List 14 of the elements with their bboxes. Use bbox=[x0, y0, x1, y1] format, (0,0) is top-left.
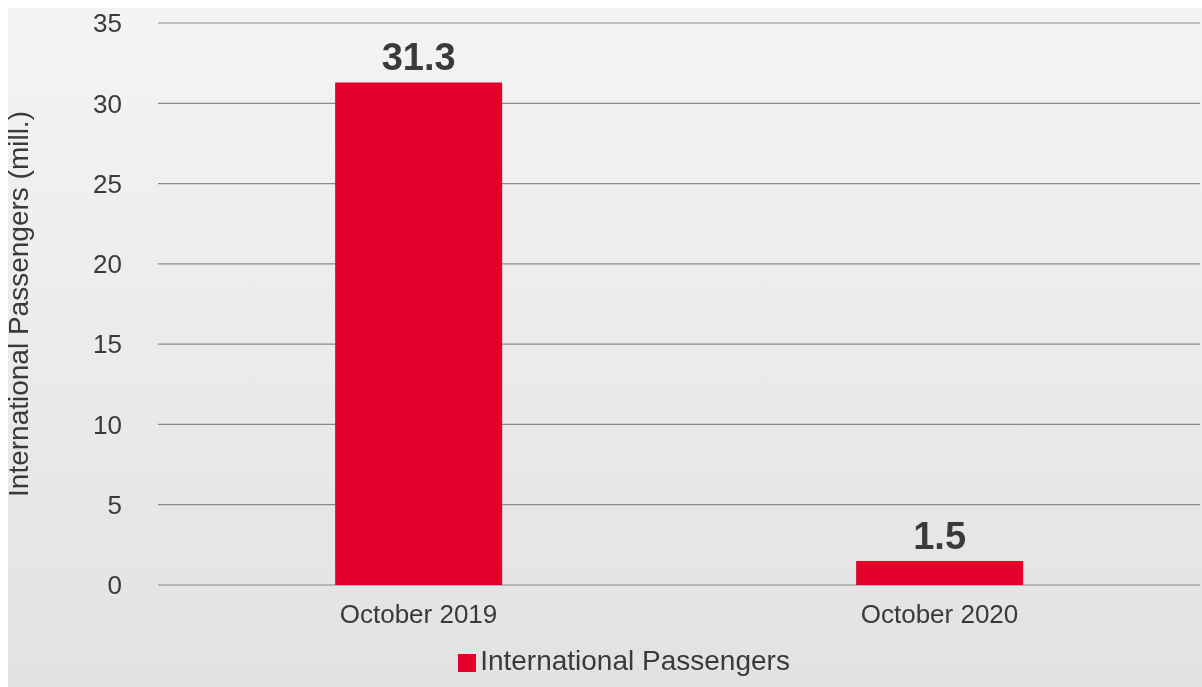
data-label: 1.5 bbox=[913, 514, 967, 557]
y-tick-label: 25 bbox=[93, 168, 122, 199]
y-tick-label: 35 bbox=[93, 8, 122, 39]
y-tick-label: 10 bbox=[93, 409, 122, 440]
data-label: 31.3 bbox=[381, 36, 456, 79]
y-axis-title: International Passengers (mill.) bbox=[2, 111, 34, 497]
legend-label: International Passengers bbox=[480, 645, 790, 676]
y-tick-label: 5 bbox=[107, 489, 122, 520]
y-tick-label: 20 bbox=[93, 249, 122, 280]
x-tick-label: October 2020 bbox=[860, 599, 1019, 630]
x-tick-label: October 2019 bbox=[339, 599, 498, 630]
y-tick-label: 0 bbox=[107, 570, 122, 601]
y-tick-label: 30 bbox=[93, 88, 122, 119]
y-tick-label: 15 bbox=[93, 329, 122, 360]
